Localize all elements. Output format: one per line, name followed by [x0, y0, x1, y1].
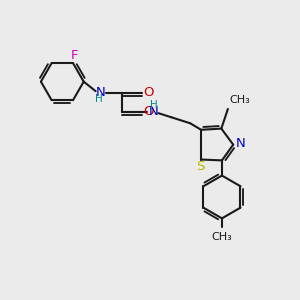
Text: H: H [95, 94, 103, 104]
Text: CH₃: CH₃ [212, 232, 232, 242]
Text: N: N [149, 106, 159, 118]
Text: O: O [143, 106, 154, 118]
Text: O: O [143, 86, 154, 99]
Text: S: S [196, 160, 205, 173]
Text: N: N [96, 86, 106, 99]
Text: CH₃: CH₃ [230, 95, 250, 105]
Text: F: F [71, 49, 78, 62]
Text: N: N [236, 137, 245, 150]
Text: H: H [150, 100, 158, 110]
